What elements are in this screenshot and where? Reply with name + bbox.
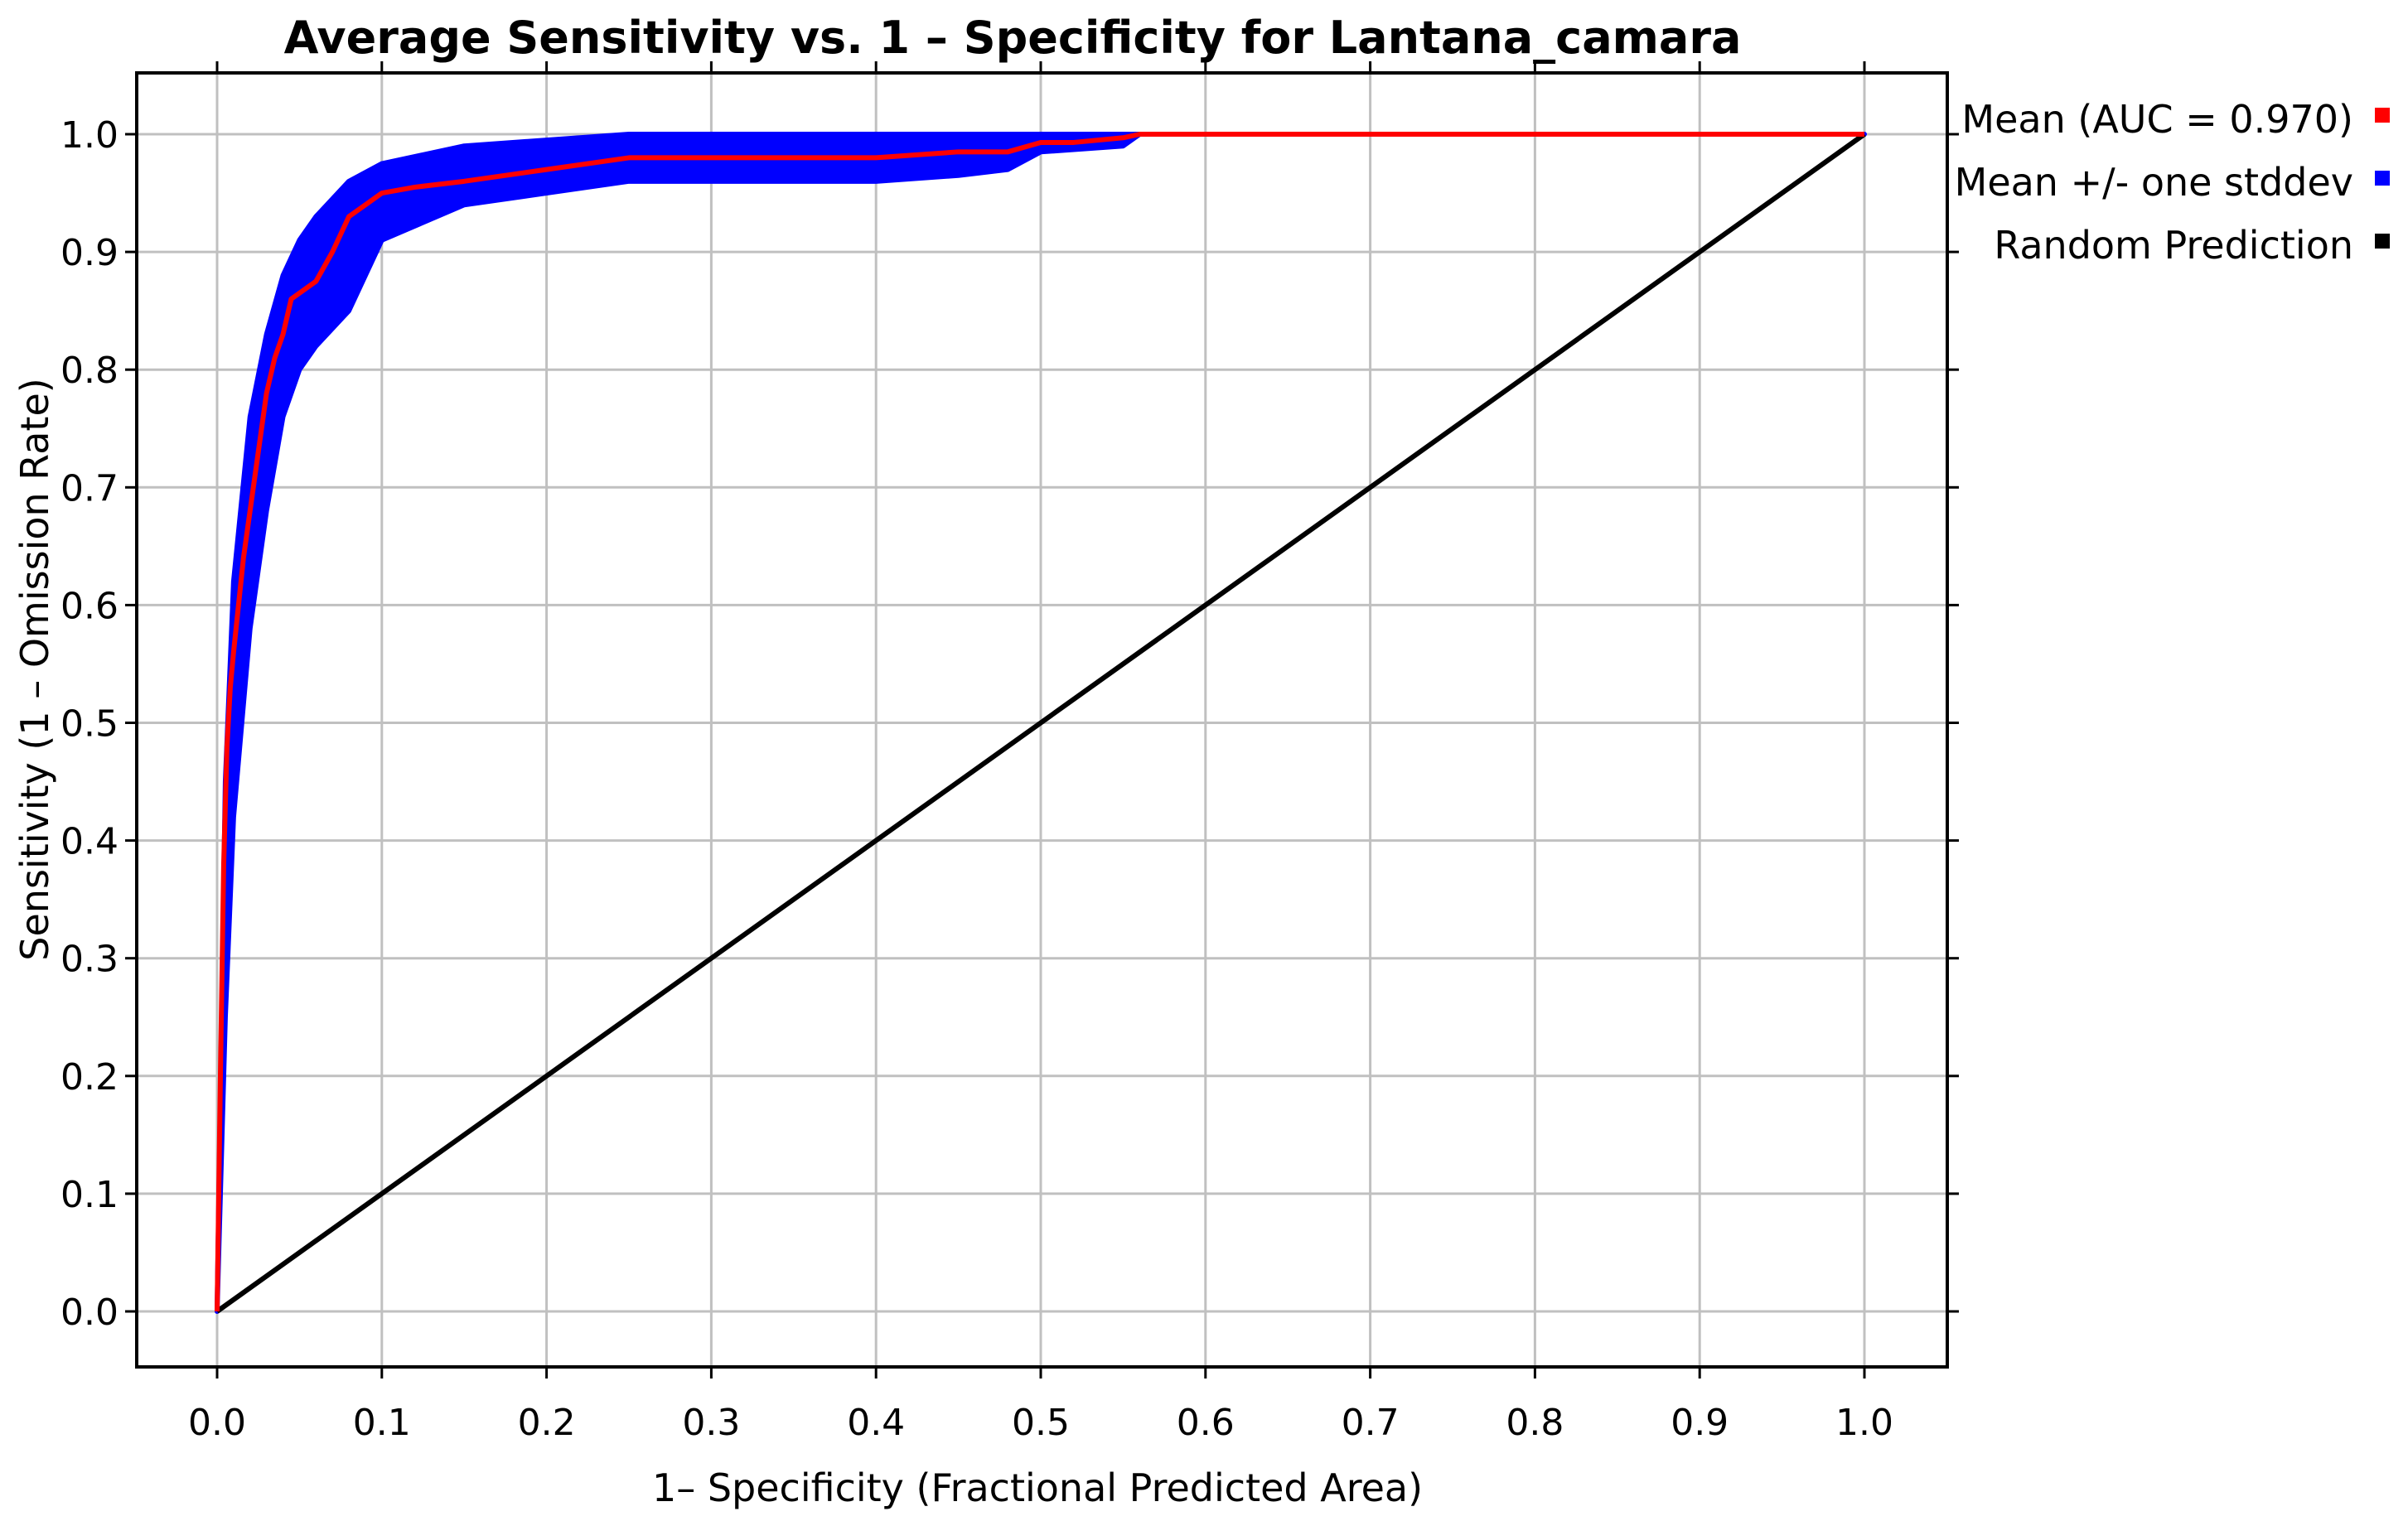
y-tick-label: 0.6 <box>60 585 118 627</box>
y-tick-label: 0.9 <box>60 232 118 274</box>
mean-roc-line <box>215 132 1864 1312</box>
legend-swatch <box>2375 234 2390 249</box>
y-tick-label: 0.4 <box>60 821 118 863</box>
x-tick-label: 0.0 <box>188 1402 246 1444</box>
legend: Mean (AUC = 0.970) Mean +/- one stddev Ran… <box>1955 97 2390 268</box>
legend-swatch <box>2375 171 2390 186</box>
y-tick-label: 0.1 <box>60 1174 118 1216</box>
x-tick-label: 0.8 <box>1506 1402 1564 1444</box>
y-tick-label: 0.2 <box>60 1056 118 1098</box>
y-axis-label: Sensitivity (1 – Omission Rate) <box>12 378 57 960</box>
series-lines <box>215 132 1866 1314</box>
x-tick-label: 0.6 <box>1177 1402 1235 1444</box>
legend-label: Random Prediction <box>1994 223 2353 268</box>
x-tick-label: 0.3 <box>682 1402 740 1444</box>
legend-label: Mean (AUC = 0.970) <box>1961 97 2353 142</box>
x-axis-label: 1– Specificity (Fractional Predicted Are… <box>652 1465 1423 1510</box>
chart-title: Average Sensitivity vs. 1 – Specificity … <box>284 12 1742 64</box>
legend-swatch <box>2375 108 2390 123</box>
x-tick-label: 0.4 <box>847 1402 905 1444</box>
y-tick-label: 0.5 <box>60 703 118 746</box>
x-tick-label: 0.7 <box>1342 1402 1400 1444</box>
y-tick-label: 0.7 <box>60 467 118 509</box>
x-tick-label: 1.0 <box>1835 1402 1893 1444</box>
x-tick-label: 0.1 <box>353 1402 411 1444</box>
x-tick-label: 0.9 <box>1671 1402 1729 1444</box>
y-tick-label: 0.0 <box>60 1292 118 1334</box>
legend-label: Mean +/- one stddev <box>1955 160 2353 205</box>
random-prediction-line <box>215 132 1866 1314</box>
y-tick-label: 0.8 <box>60 350 118 392</box>
x-tick-label: 0.2 <box>518 1402 576 1444</box>
x-tick-label: 0.5 <box>1012 1402 1070 1444</box>
y-tick-label: 1.0 <box>60 114 118 157</box>
axis-ticks: 0.0 0.1 0.2 0.3 0.4 0.5 0.6 0.7 0.8 0.9 1.0 0.0 0.1 0… <box>60 61 1959 1444</box>
y-tick-label: 0.3 <box>60 939 118 981</box>
